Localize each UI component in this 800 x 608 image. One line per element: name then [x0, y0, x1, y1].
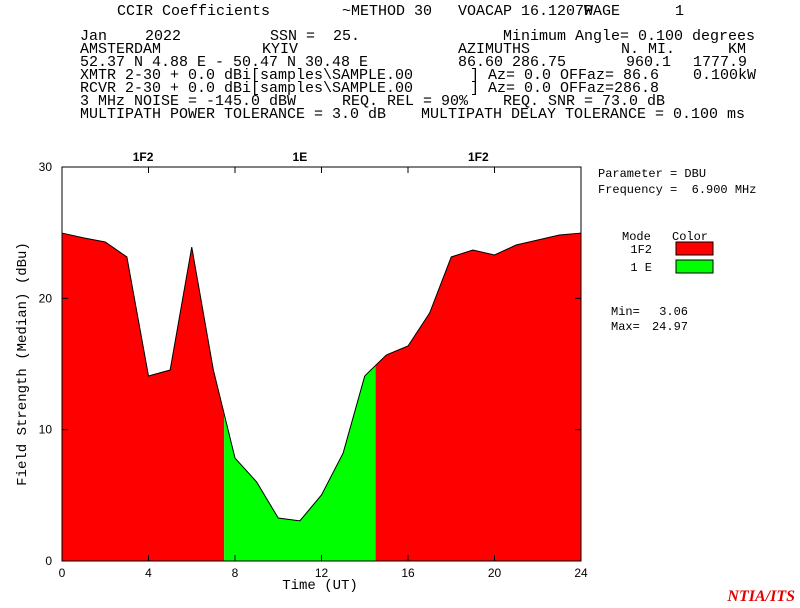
min-label: Min=	[611, 305, 640, 319]
legend-title: Mode	[622, 230, 651, 244]
header-text: REQ. REL = 90%	[342, 93, 469, 110]
header-text: 52.37 N 4.88 E - 50.47 N 30.48 E	[80, 54, 368, 71]
legend-swatch	[675, 241, 714, 256]
header-text: AZIMUTHS	[458, 41, 530, 58]
header-text: CCIR Coefficients	[117, 3, 270, 20]
legend-swatch	[675, 259, 714, 274]
top-mode-label: 1F2	[468, 150, 489, 164]
x-tick-label: 0	[59, 566, 66, 580]
connector	[364, 354, 387, 377]
header-text: 3 MHz NOISE = -145.0 dBW	[80, 93, 296, 110]
header-text: ] Az= 0.0 OFFaz= 86.6	[470, 67, 659, 84]
header-text: VOACAP 16.1207W	[458, 3, 593, 20]
y-tick-label: 30	[39, 160, 53, 174]
legend-label: 1 E	[630, 261, 652, 275]
header-text: MULTIPATH POWER TOLERANCE = 3.0 dB	[80, 106, 386, 123]
header-text: PAGE	[584, 3, 620, 20]
header-text: KYIV	[262, 41, 298, 58]
y-tick-label: 0	[45, 554, 52, 568]
y-tick-label: 10	[39, 423, 53, 437]
y-tick-label: 20	[39, 291, 53, 305]
legend-title: Color	[672, 230, 708, 244]
header-text: 960.1	[626, 54, 671, 71]
x-tick-label: 20	[488, 566, 502, 580]
header-text: 1	[675, 3, 684, 20]
header-text: 2022	[145, 28, 181, 45]
x-tick-label: 12	[315, 566, 329, 580]
header-text: RCVR 2-30 + 0.0 dBi[samples\SAMPLE.00	[80, 80, 413, 97]
header-text: 1777.9	[693, 54, 747, 71]
header-text: XMTR 2-30 + 0.0 dBi[samples\SAMPLE.00	[80, 67, 413, 84]
header-text: ~METHOD 30	[342, 3, 432, 20]
line	[61, 232, 582, 377]
area	[62, 233, 581, 561]
x-tick-label: 8	[232, 566, 239, 580]
parameter: Parameter = DBU	[598, 167, 706, 181]
header-text: N. MI.	[621, 41, 675, 58]
max-value: 24.97	[652, 320, 688, 334]
x-axis-label: Time (UT)	[282, 578, 358, 594]
header-text: Minimum Angle= 0.100 degrees	[503, 28, 755, 45]
area	[224, 365, 376, 561]
legend-label: 1F2	[630, 243, 652, 257]
header: CCIR Coefficients ~METHOD 30 VOACAP 16.1…	[80, 3, 756, 123]
header-text: ] Az= 0.0 OFFaz=286.8	[470, 80, 659, 97]
min-value: 3.06	[659, 305, 688, 319]
x-tick-label: 4	[145, 566, 152, 580]
frequency: Frequency = 6.900 MHz	[598, 183, 756, 197]
top-mode-label: 1F2	[133, 150, 154, 164]
max-label: Max=	[611, 320, 640, 334]
header-text: 25.	[333, 28, 360, 45]
header-text: 86.60 286.75	[458, 54, 566, 71]
footer-logo: NTIA/ITS	[726, 588, 795, 605]
top-mode-label: 1E	[293, 150, 308, 164]
y-axis-label: Field Strength (Median) (dBu)	[15, 242, 31, 486]
header-text: 0.100kW	[693, 67, 756, 84]
x-tick-label: 24	[574, 566, 588, 580]
header-text: MULTIPATH DELAY TOLERANCE = 0.100 ms	[421, 106, 745, 123]
header-text: SSN =	[270, 28, 315, 45]
header-text: AMSTERDAM	[80, 41, 161, 58]
connector	[212, 369, 236, 459]
x-tick-label: 16	[401, 566, 415, 580]
header-text: Jan	[80, 28, 107, 45]
header-text: KM	[728, 41, 746, 58]
header-text: REQ. SNR = 73.0 dB	[503, 93, 665, 110]
line	[234, 375, 366, 522]
